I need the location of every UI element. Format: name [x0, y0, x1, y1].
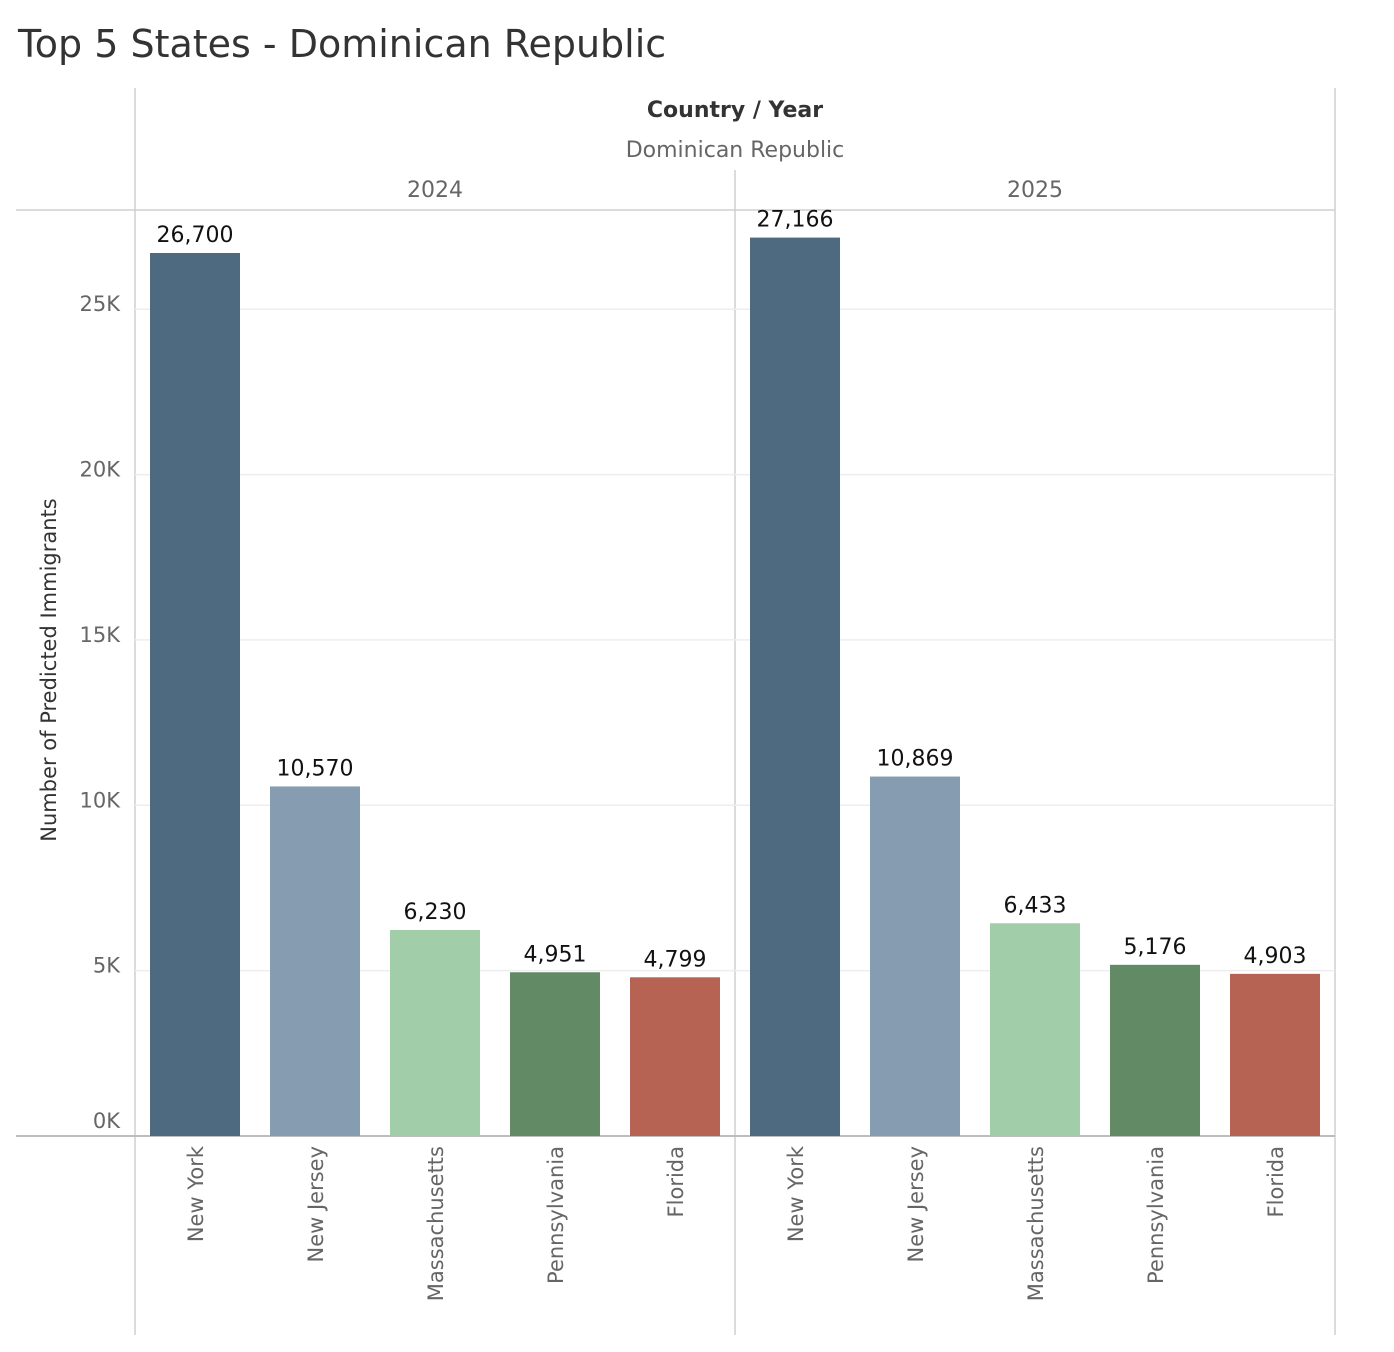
bar: [390, 929, 480, 1136]
bar: [990, 923, 1080, 1136]
data-label: 27,166: [757, 208, 834, 233]
data-label: 6,230: [404, 900, 467, 925]
bar: [270, 786, 360, 1136]
x-tick-label: New Jersey: [904, 1146, 928, 1263]
bar: [1110, 964, 1200, 1136]
x-tick-label: New Jersey: [304, 1146, 328, 1263]
y-tick-label: 0K: [93, 1109, 121, 1133]
panel-year-label: 2025: [1007, 178, 1063, 203]
chart-panels: 2024 26,700 New York 10,570 New Jersey 6,230 M…: [150, 178, 1320, 1301]
data-label: 5,176: [1124, 935, 1187, 960]
chart-title: Top 5 States - Dominican Republic: [17, 22, 666, 66]
bar: [750, 237, 840, 1137]
panel-year-label: 2024: [407, 178, 463, 203]
x-tick-label: Pennsylvania: [544, 1146, 568, 1284]
bar: [870, 776, 960, 1136]
bar: [630, 977, 720, 1136]
bar: [1230, 973, 1320, 1136]
y-axis-title: Number of Predicted Immigrants: [37, 498, 61, 841]
y-tick-label: 20K: [80, 458, 122, 482]
x-tick-label: New York: [784, 1145, 808, 1242]
data-label: 4,903: [1244, 944, 1307, 969]
data-label: 10,570: [277, 756, 354, 781]
bar: [150, 252, 240, 1136]
x-tick-label: Massachusetts: [424, 1146, 448, 1301]
column-header-country: Dominican Republic: [626, 138, 845, 163]
x-tick-label: Florida: [664, 1146, 688, 1217]
x-tick-label: New York: [184, 1145, 208, 1242]
y-tick-label: 25K: [80, 292, 122, 316]
data-label: 10,869: [877, 747, 954, 772]
column-header-label: Country / Year: [647, 98, 823, 123]
y-tick-label: 5K: [93, 954, 121, 978]
data-label: 26,700: [157, 223, 234, 248]
panel-2025: 2025 27,166 New York 10,869 New Jersey 6,433 M…: [750, 178, 1320, 1301]
y-tick-label: 10K: [80, 788, 122, 812]
x-tick-label: Massachusetts: [1024, 1146, 1048, 1301]
data-label: 4,951: [524, 942, 587, 967]
x-tick-label: Pennsylvania: [1144, 1146, 1168, 1284]
y-axis: 0K 5K 10K 15K 20K 25K Number of Predicted Immi…: [37, 292, 121, 1133]
panel-2024: 2024 26,700 New York 10,570 New Jersey 6,230 M…: [150, 178, 720, 1301]
x-tick-label: Florida: [1264, 1146, 1288, 1217]
data-label: 6,433: [1004, 893, 1067, 918]
bar: [510, 972, 600, 1136]
data-label: 4,799: [644, 947, 707, 972]
y-tick-label: 15K: [80, 623, 122, 647]
